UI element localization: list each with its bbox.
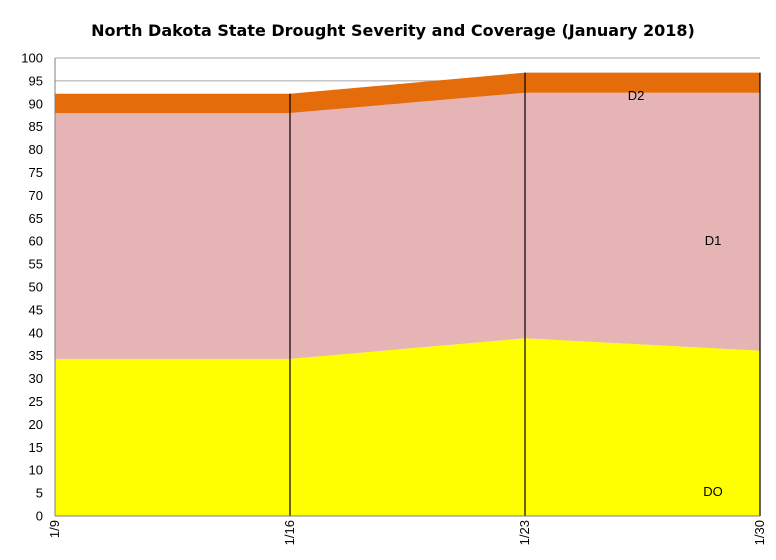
y-tick-label: 50 [29, 280, 43, 295]
area-d1 [55, 92, 760, 359]
vertical-lines [289, 72, 761, 516]
y-tick-label: 30 [29, 371, 43, 386]
y-tick-label: 65 [29, 211, 43, 226]
series-labels: DO D1 D2 [628, 88, 723, 499]
y-tick-label: 0 [36, 509, 43, 524]
y-tick-label: 55 [29, 257, 43, 272]
y-tick-label: 10 [29, 463, 43, 478]
y-tick-label: 5 [36, 486, 43, 501]
area-layer [55, 72, 760, 516]
series-label-d2: D2 [628, 88, 645, 103]
y-tick-label: 35 [29, 348, 43, 363]
y-tick-label: 100 [21, 51, 43, 66]
y-tick-label: 90 [29, 96, 43, 111]
chart-title: North Dakota State Drought Severity and … [91, 21, 695, 40]
y-tick-label: 70 [29, 188, 43, 203]
x-tick-labels: 1/9 1/16 1/23 1/30 [47, 520, 767, 545]
y-tick-label: 25 [29, 394, 43, 409]
x-tick-label: 1/9 [47, 520, 62, 538]
series-label-do: DO [703, 484, 723, 499]
area-d2 [55, 72, 760, 113]
y-tick-label: 85 [29, 119, 43, 134]
area-do [55, 338, 760, 516]
y-tick-label: 80 [29, 142, 43, 157]
x-tick-label: 1/16 [282, 520, 297, 545]
series-label-d1: D1 [705, 233, 722, 248]
y-tick-label: 20 [29, 417, 43, 432]
axis-layer [54, 58, 760, 517]
x-tick-label: 1/23 [517, 520, 532, 545]
y-tick-label: 15 [29, 440, 43, 455]
y-tick-label: 60 [29, 234, 43, 249]
y-tick-label: 40 [29, 325, 43, 340]
y-tick-label: 95 [29, 73, 43, 88]
y-tick-label: 45 [29, 302, 43, 317]
x-tick-label: 1/30 [752, 520, 767, 545]
y-tick-labels: 0 5 10 15 20 25 30 35 40 45 50 55 60 65 70 75 80 85 90 95 10… [21, 51, 43, 524]
y-tick-label: 75 [29, 165, 43, 180]
